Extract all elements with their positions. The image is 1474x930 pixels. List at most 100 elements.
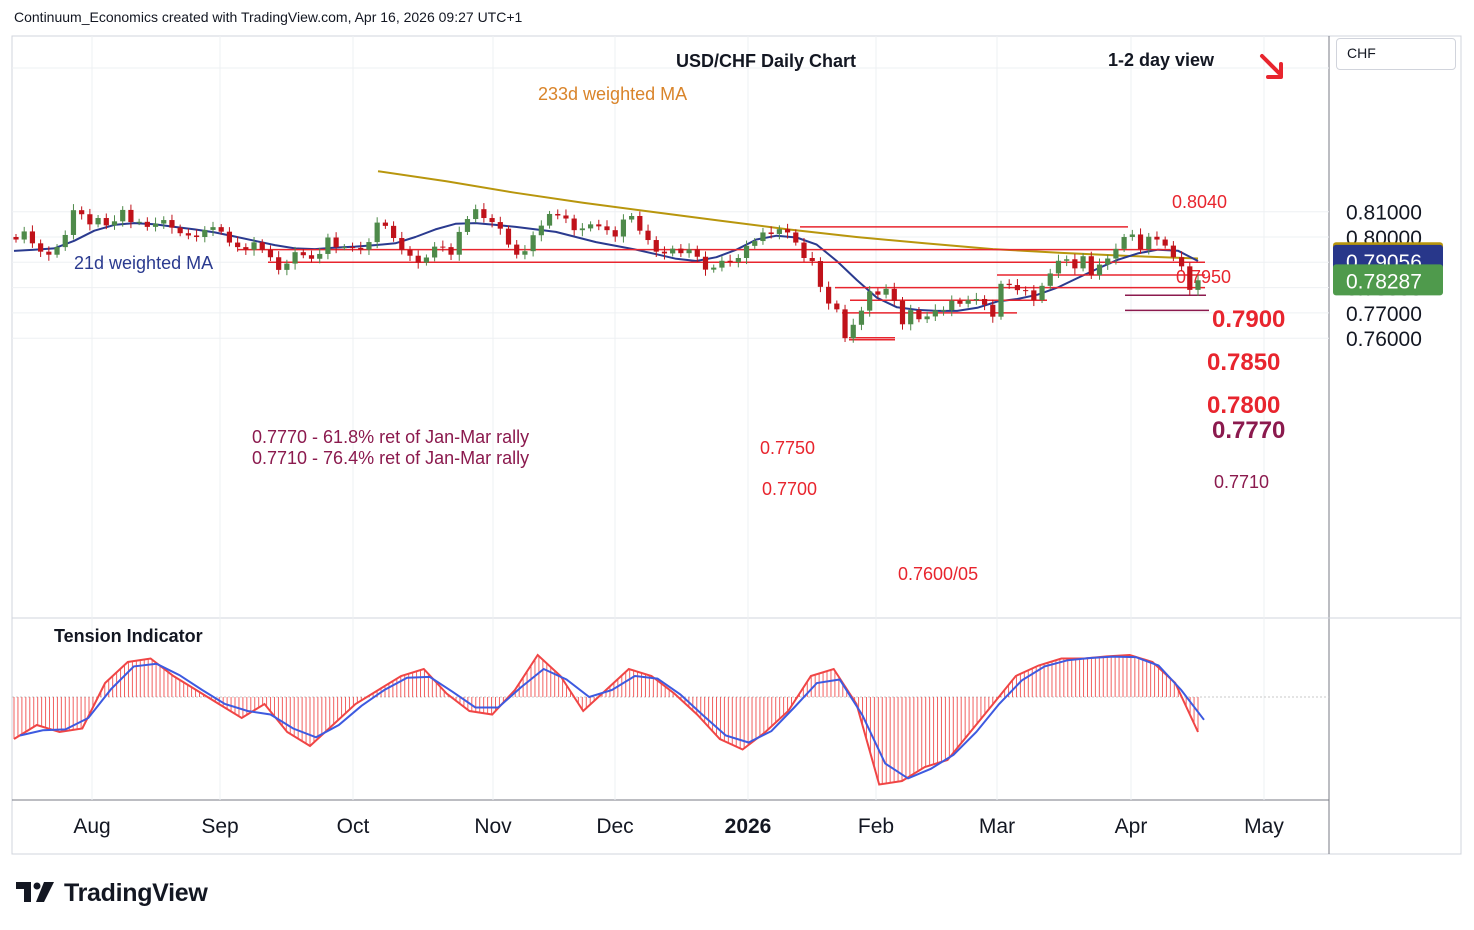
time-tick-label: Mar [979, 815, 1015, 838]
candle-body [653, 240, 659, 252]
candle [981, 295, 988, 311]
time-axis[interactable]: Aug Sep Oct Nov Dec 2026 Feb Mar Apr May [73, 815, 1284, 838]
tradingview-wordmark: TradingView [64, 878, 208, 907]
candle-body [497, 222, 503, 229]
candle-body [464, 219, 471, 232]
candle [924, 311, 930, 324]
candle-body [801, 242, 807, 258]
candle-body [46, 251, 52, 255]
candle-body [629, 216, 635, 220]
candle [555, 209, 561, 220]
candle [522, 245, 528, 260]
candle [54, 244, 60, 258]
candle-body [358, 247, 364, 250]
candle [1146, 232, 1152, 255]
candle [120, 206, 126, 227]
candle-body [530, 235, 536, 252]
candle [612, 226, 618, 242]
candle-body [366, 242, 372, 250]
candle-body [390, 225, 397, 239]
tension-slow-line [19, 655, 1205, 780]
candle [834, 300, 840, 313]
candle [752, 238, 758, 249]
candle [793, 229, 799, 246]
candle [826, 281, 832, 310]
candle [1178, 251, 1185, 271]
ma233-path [377, 170, 1199, 260]
time-tick-label: Aug [73, 815, 110, 838]
candle [891, 282, 897, 306]
candle [850, 318, 856, 343]
candle-body [38, 243, 44, 252]
candle [538, 220, 544, 242]
candle-body [768, 232, 774, 234]
candle-body [752, 241, 758, 246]
candle-body [908, 310, 914, 325]
candle [489, 214, 495, 228]
candle-body [899, 300, 906, 325]
candle-body [637, 216, 643, 231]
candle-body [620, 219, 627, 237]
candle [1096, 258, 1103, 280]
candle-body [957, 300, 963, 304]
candle [415, 250, 421, 269]
candle-body [1047, 273, 1053, 286]
candle [571, 214, 577, 236]
time-tick-label: May [1244, 815, 1284, 838]
candle-body [826, 286, 832, 304]
candle-body [473, 209, 479, 220]
candle [768, 226, 774, 239]
candle [103, 213, 109, 230]
candle-body [555, 213, 561, 216]
candle-body [743, 245, 750, 258]
candle-body [538, 225, 544, 236]
candle-body [169, 220, 175, 228]
candle-body [489, 218, 495, 223]
candle-body [333, 237, 339, 248]
candle-body [858, 310, 865, 325]
time-tick-label: 2026 [725, 815, 772, 838]
candle [702, 251, 709, 276]
candle-body [284, 263, 290, 270]
candle-body [415, 255, 421, 263]
candle [957, 297, 963, 307]
candle [587, 221, 594, 232]
candle-body [481, 209, 487, 219]
candle-body [1055, 260, 1062, 274]
candle-body [456, 231, 462, 255]
time-tick-label: Feb [858, 815, 894, 838]
level-label: 0.7600/05 [898, 564, 978, 584]
candle-body [1154, 236, 1160, 240]
candle-body [924, 316, 930, 320]
candle-body [1178, 257, 1185, 267]
tradingview-logo[interactable]: TradingView [16, 878, 208, 908]
candle-body [267, 249, 274, 258]
candle-body [1006, 283, 1012, 286]
candle [300, 249, 306, 259]
currency-selector[interactable]: CHF [1336, 38, 1456, 70]
candle [760, 227, 766, 245]
candle-body [965, 300, 971, 304]
candle [358, 241, 364, 255]
candle-body [563, 215, 569, 219]
candle [407, 246, 413, 262]
candle-body [251, 242, 257, 250]
candle-body [883, 288, 889, 295]
candle [776, 225, 782, 240]
candle-body [916, 310, 922, 320]
candle-body [875, 291, 881, 295]
candle-body [202, 229, 208, 237]
candle [670, 245, 676, 257]
candle-body [940, 310, 947, 312]
ma233-label: 233d weighted MA [538, 84, 687, 104]
candle [284, 259, 290, 276]
candle-body [317, 253, 323, 259]
candle [473, 204, 479, 223]
price-tag-bg [1333, 264, 1443, 296]
candle [325, 233, 331, 260]
candle [596, 219, 602, 231]
grid [12, 36, 1329, 800]
tradingview-logo-icon [16, 882, 54, 902]
